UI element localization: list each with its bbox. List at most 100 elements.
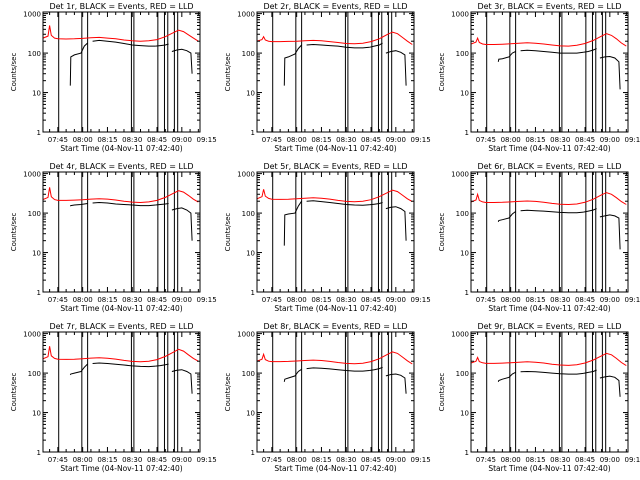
x-axis-label: Start Time (04-Nov-11 07:42:40): [488, 304, 610, 313]
events-line-segment: [283, 200, 303, 246]
plot-frame: [256, 331, 415, 453]
x-tick-label: 08:45: [147, 456, 167, 464]
plot-frame: [470, 331, 629, 453]
x-tick-label: 08:00: [287, 296, 307, 304]
chart-panel-5: Det 5r, BLACK = Events, RED = LLD 1 10 100 1…: [224, 162, 431, 313]
x-tick-label: 08:30: [122, 136, 142, 144]
events-line-segment: [369, 202, 383, 206]
events-line-segment: [69, 203, 88, 207]
events-line-segment: [520, 49, 584, 54]
x-tick-label: 08:30: [550, 456, 570, 464]
x-tick-label: 09:15: [197, 456, 217, 464]
y-tick-label: 1000: [23, 171, 41, 179]
x-axis-label: Start Time (04-Nov-11 07:42:40): [274, 464, 396, 473]
x-axis-label: Start Time (04-Nov-11 07:42:40): [274, 304, 396, 313]
y-tick-label: 10: [32, 410, 41, 418]
x-tick-label: 09:15: [411, 136, 431, 144]
y-tick-label: 1: [251, 289, 255, 297]
series-lld: [43, 187, 199, 204]
x-tick-label: 08:15: [525, 296, 545, 304]
y-tick-label: 1: [465, 129, 469, 137]
y-tick-label: 100: [242, 370, 255, 378]
y-tick-label: 100: [242, 50, 255, 58]
x-tick-label: 08:15: [311, 296, 331, 304]
events-line-segment: [283, 368, 302, 382]
x-tick-label: 09:00: [386, 296, 406, 304]
events-line-segment: [283, 44, 302, 86]
series-events: [497, 208, 621, 250]
events-line-segment: [306, 367, 370, 372]
x-axis-ticks: [263, 12, 413, 132]
x-axis-ticks: [477, 332, 627, 452]
events-line-segment: [155, 363, 169, 367]
plot-frame: [42, 171, 201, 293]
lld-line: [257, 31, 413, 45]
y-tick-label: 1000: [451, 331, 469, 339]
x-tick-label: 08:30: [122, 456, 142, 464]
x-axis-label: Start Time (04-Nov-11 07:42:40): [488, 464, 610, 473]
y-axis-ticks: [471, 333, 628, 453]
event-markers: [272, 172, 393, 292]
x-tick-label: 08:30: [336, 456, 356, 464]
y-tick-label: 100: [456, 210, 469, 218]
plot-frame: [42, 331, 201, 453]
chart-title: Det 5r, BLACK = Events, RED = LLD: [263, 162, 407, 171]
x-tick-label: 09:15: [197, 136, 217, 144]
chart-panel-4: Det 4r, BLACK = Events, RED = LLD 1 10 100 1…: [10, 162, 217, 313]
events-line-segment: [369, 42, 383, 48]
y-axis-label: Counts/sec: [224, 373, 232, 412]
x-tick-label: 08:45: [575, 136, 595, 144]
chart-title: Det 1r, BLACK = Events, RED = LLD: [49, 2, 193, 11]
x-tick-label: 08:15: [525, 456, 545, 464]
lld-line: [471, 352, 627, 367]
series-events: [69, 201, 193, 241]
y-tick-label: 100: [456, 370, 469, 378]
plot-frame: [470, 11, 629, 133]
plot-frame: [256, 11, 415, 133]
events-line-segment: [599, 375, 621, 397]
y-tick-label: 1: [465, 289, 469, 297]
events-line-segment: [599, 55, 621, 90]
x-tick-label: 09:00: [172, 456, 192, 464]
x-tick-label: 08:30: [336, 296, 356, 304]
series-lld: [43, 25, 199, 42]
series-lld: [471, 33, 627, 47]
y-tick-label: 1000: [23, 331, 41, 339]
x-tick-label: 09:15: [197, 296, 217, 304]
x-tick-label: 08:00: [73, 296, 93, 304]
events-line-segment: [171, 207, 193, 241]
series-events: [283, 42, 407, 86]
y-axis-label: Counts/sec: [224, 213, 232, 252]
x-axis-ticks: [477, 12, 627, 132]
chart-title: Det 9r, BLACK = Events, RED = LLD: [477, 322, 621, 331]
x-tick-label: 09:15: [411, 456, 431, 464]
event-markers: [486, 12, 607, 132]
x-tick-label: 08:15: [311, 136, 331, 144]
y-axis-label: Counts/sec: [438, 213, 446, 252]
chart-title: Det 7r, BLACK = Events, RED = LLD: [49, 322, 193, 331]
x-tick-label: 09:15: [625, 136, 640, 144]
x-tick-label: 08:00: [287, 136, 307, 144]
event-markers: [58, 172, 179, 292]
x-tick-label: 07:45: [48, 456, 68, 464]
x-axis-ticks: [263, 332, 413, 452]
y-tick-label: 1000: [451, 171, 469, 179]
series-lld: [257, 351, 413, 365]
y-tick-label: 10: [32, 250, 41, 258]
y-tick-label: 1: [37, 129, 41, 137]
y-axis-ticks: [257, 333, 414, 453]
y-tick-label: 1000: [451, 11, 469, 19]
x-tick-label: 07:45: [262, 456, 282, 464]
x-tick-label: 07:45: [476, 136, 496, 144]
x-tick-label: 08:00: [501, 296, 521, 304]
events-line-segment: [497, 371, 516, 382]
y-tick-label: 1: [465, 449, 469, 457]
y-tick-label: 10: [246, 90, 255, 98]
events-line-segment: [385, 50, 407, 86]
x-tick-label: 07:45: [48, 296, 68, 304]
series-events: [497, 48, 621, 90]
chart-panel-1: Det 1r, BLACK = Events, RED = LLD 1 10 100 1…: [10, 2, 217, 153]
y-tick-label: 1: [37, 449, 41, 457]
lld-line: [43, 346, 199, 363]
